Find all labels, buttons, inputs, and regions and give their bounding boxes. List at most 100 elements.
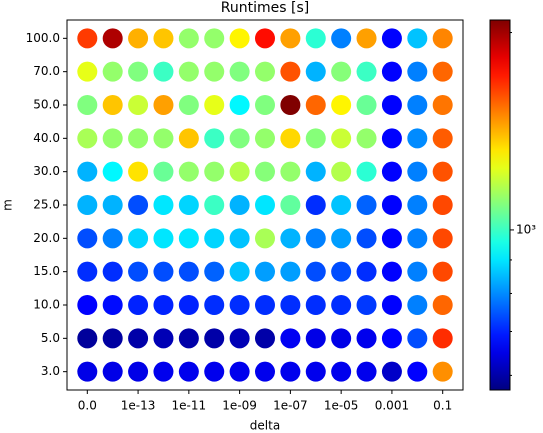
cell-dot [229, 61, 250, 82]
cell-dot [128, 128, 149, 149]
cell-dot [381, 161, 402, 182]
colorbar-tick-label: 10³ [516, 222, 536, 236]
cell-dot [77, 328, 98, 349]
cell-dot [178, 328, 199, 349]
y-axis-label: m [1, 199, 15, 211]
cell-dot [128, 195, 149, 215]
cell-dot [407, 161, 428, 182]
cell-dot [356, 361, 377, 382]
cell-dot [331, 95, 352, 115]
cell-dot [204, 328, 225, 349]
x-tick-label: 1e-07 [273, 399, 308, 413]
cell-dot [407, 261, 428, 282]
cell-dot [204, 61, 225, 82]
cell-dot [356, 161, 377, 182]
cell-dot [178, 61, 199, 82]
cell-dot [432, 61, 453, 82]
cell-dot [229, 95, 250, 115]
cell-dot [229, 328, 250, 349]
cell-dot [77, 361, 98, 382]
cell-dot [331, 61, 352, 82]
y-tick-label: 20.0 [33, 231, 60, 245]
cell-dot [204, 95, 225, 115]
cell-dot [432, 228, 453, 249]
cell-dot [229, 128, 250, 149]
cell-dot [77, 195, 98, 215]
cell-dot [77, 261, 98, 282]
x-tick-label: 0.1 [433, 399, 452, 413]
cell-dot [381, 295, 402, 315]
cell-dot [128, 295, 149, 315]
y-tick-label: 30.0 [33, 164, 60, 178]
cell-dot [331, 328, 352, 349]
cell-dot [331, 128, 352, 149]
y-tick-label: 5.0 [41, 331, 60, 345]
cell-dot [280, 95, 301, 115]
cell-dot [331, 161, 352, 182]
cell-dot [356, 328, 377, 349]
cell-dot [255, 295, 275, 315]
cell-dot [305, 261, 326, 282]
cell-dot [280, 28, 301, 49]
y-tick-label: 25.0 [33, 198, 60, 212]
cell-dot [305, 361, 326, 382]
cell-dot [305, 128, 326, 149]
cell-dot [178, 161, 199, 182]
cell-dot [331, 295, 352, 315]
cell-dot [305, 161, 326, 182]
cell-dot [153, 295, 174, 315]
cell-dot [204, 361, 225, 382]
cell-dot [407, 61, 428, 82]
cell-dot [305, 95, 326, 115]
y-tick-label: 70.0 [33, 64, 60, 78]
y-tick-label: 40.0 [33, 131, 60, 145]
cell-dot [204, 161, 225, 182]
x-tick-label: 0.001 [375, 399, 409, 413]
cell-dot [407, 195, 428, 215]
cell-dot [77, 28, 98, 49]
cell-dot [153, 128, 174, 149]
cell-dot [280, 295, 301, 315]
cell-dot [102, 328, 123, 349]
cell-dot [102, 28, 123, 49]
cell-dot [128, 61, 149, 82]
cell-dot [102, 95, 123, 115]
cell-dot [153, 328, 174, 349]
chart-title: Runtimes [s] [221, 0, 309, 16]
cell-dot [128, 361, 149, 382]
cell-dot [229, 195, 250, 215]
cell-dot [102, 295, 123, 315]
cell-dot [77, 228, 98, 249]
cell-dot [381, 261, 402, 282]
cell-dot [305, 328, 326, 349]
cell-dot [204, 295, 225, 315]
cell-dot [102, 228, 123, 249]
cell-dot [280, 261, 301, 282]
cell-dot [255, 61, 275, 82]
cell-dot [255, 361, 275, 382]
cell-dot [128, 161, 149, 182]
cell-dot [204, 261, 225, 282]
cell-dot [356, 261, 377, 282]
cell-dot [128, 28, 149, 49]
cell-dot [381, 28, 402, 49]
cell-dot [153, 361, 174, 382]
cell-dot [356, 295, 377, 315]
cell-dot [102, 61, 123, 82]
y-tick-label: 3.0 [41, 364, 60, 378]
cell-dot [432, 28, 453, 49]
cell-dot [153, 95, 174, 115]
cell-dot [305, 28, 326, 49]
cell-dot [178, 28, 199, 49]
cell-dot [178, 295, 199, 315]
cell-dot [255, 261, 275, 282]
cell-dot [153, 195, 174, 215]
cell-dot [305, 228, 326, 249]
x-tick-label: 1e-05 [324, 399, 359, 413]
cell-dot [77, 161, 98, 182]
cell-dot [407, 295, 428, 315]
cell-dot [280, 228, 301, 249]
cell-dot [331, 261, 352, 282]
cell-dot [432, 361, 453, 382]
